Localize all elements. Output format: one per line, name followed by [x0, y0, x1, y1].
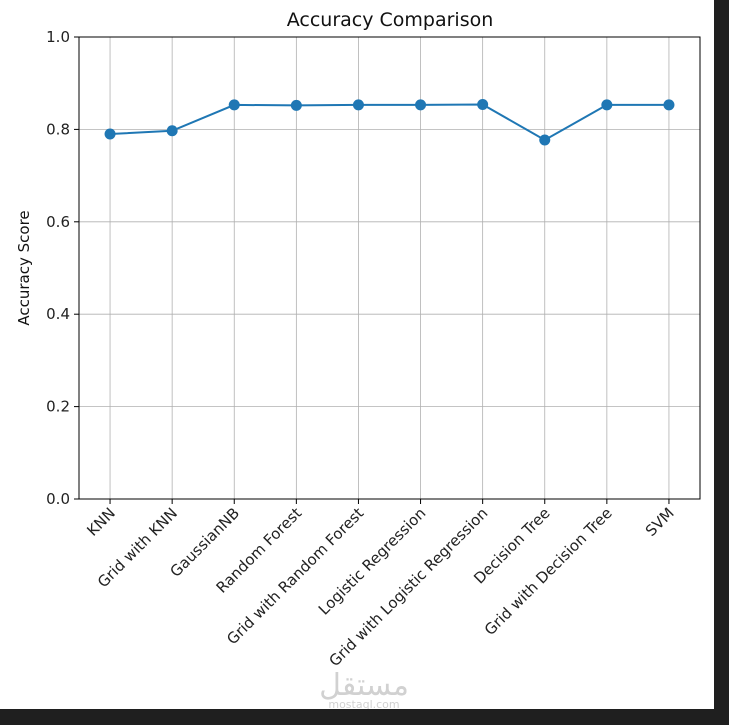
plot-area	[78, 36, 701, 500]
data-point	[228, 99, 240, 111]
data-point	[352, 99, 364, 111]
window-frame-right	[714, 0, 729, 725]
y-axis-label: Accuracy Score	[15, 210, 33, 325]
data-point	[166, 125, 178, 137]
data-point	[104, 128, 116, 140]
watermark-logo: مستقل	[319, 668, 409, 703]
y-tick-label: 0.6	[46, 213, 70, 231]
watermark: مستقل mostaql.com	[319, 668, 409, 709]
series-layer	[104, 98, 675, 146]
window-frame-bottom	[0, 709, 729, 725]
x-tick-label: KNN	[83, 504, 119, 540]
y-tick-label: 0.8	[46, 120, 70, 138]
y-tick-label: 0.0	[46, 490, 70, 508]
x-tick-label: Logistic Regression	[315, 504, 429, 618]
data-point	[477, 98, 489, 110]
data-point	[539, 134, 551, 146]
chart-title: Accuracy Comparison	[287, 9, 494, 31]
data-point	[290, 99, 302, 111]
data-point	[663, 99, 675, 111]
chart-canvas: 0.0 0.2 0.4 0.6 0.8 1.0 KNN Grid with KNN Gauss…	[0, 0, 714, 709]
y-tick-label: 0.2	[46, 398, 70, 416]
watermark-url: mostaql.com	[328, 698, 399, 709]
data-point	[415, 99, 427, 111]
series-line	[109, 103, 669, 142]
data-point	[601, 99, 613, 111]
y-tick-label: 0.4	[46, 305, 70, 323]
y-tick-label: 1.0	[46, 28, 70, 46]
y-axis: 0.0 0.2 0.4 0.6 0.8 1.0	[46, 28, 79, 508]
x-tick-label: SVM	[642, 504, 678, 540]
x-tick-label: Grid with Decision Tree	[481, 504, 616, 639]
